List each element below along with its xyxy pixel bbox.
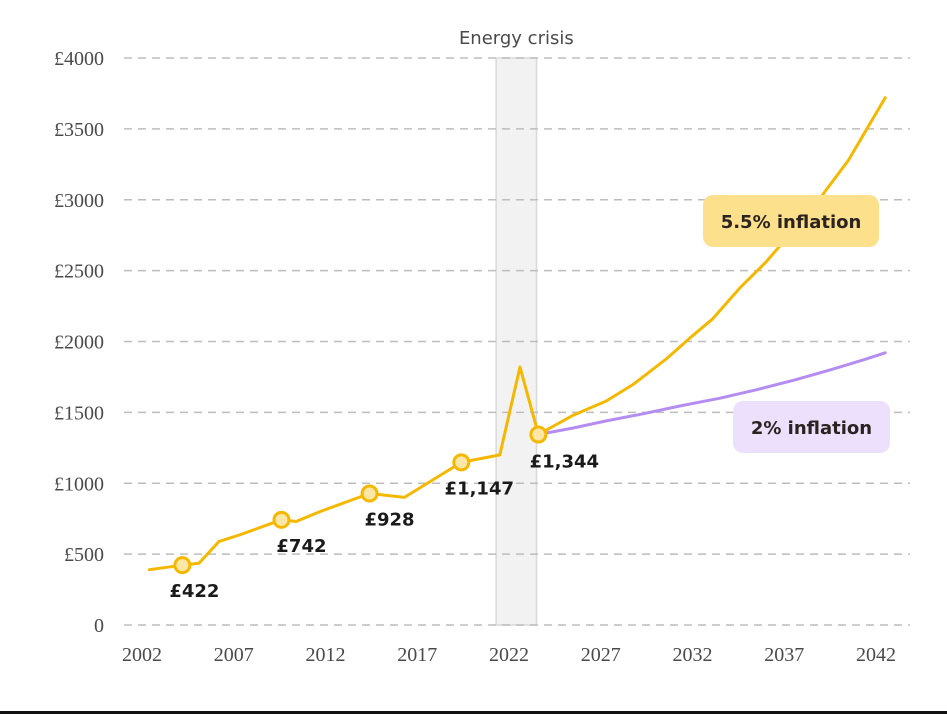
x-tick-label: 2032 (673, 644, 713, 666)
y-tick-label: £1000 (54, 473, 104, 495)
y-tick-label: £3500 (54, 119, 104, 141)
legend-item-high-inflation: 5.5% inflation (703, 195, 879, 247)
x-tick-label: 2002 (122, 644, 162, 666)
data-markers: £422 £742 £928 £1,147 £1,344 (169, 425, 599, 602)
x-tick-label: 2012 (306, 644, 346, 666)
data-point-label: £928 (364, 509, 414, 530)
bottom-divider (0, 711, 947, 714)
x-tick-label: 2007 (214, 644, 254, 666)
data-point-marker[interactable] (272, 510, 291, 529)
data-point-label: £1,344 (530, 451, 599, 472)
x-axis: 2002 2007 2012 2017 2022 2027 2032 2037 2042 (122, 644, 896, 666)
historical-line (147, 365, 540, 572)
grid-lines (124, 57, 910, 626)
y-tick-label: £3000 (54, 190, 104, 212)
legend-label-high-inflation: 5.5% inflation (721, 212, 862, 233)
legend-badge-high-inflation (703, 195, 879, 247)
y-tick-label: 0 (94, 615, 104, 637)
x-tick-label: 2022 (489, 644, 529, 666)
data-point-label: £1,147 (445, 478, 514, 499)
data-point-marker[interactable] (360, 484, 379, 503)
data-point-label: £422 (169, 581, 219, 602)
y-tick-label: £1500 (54, 402, 104, 424)
y-tick-label: £500 (64, 544, 104, 566)
legend-label-low-inflation: 2% inflation (751, 418, 872, 439)
energy-crisis-region: Energy crisis (459, 28, 574, 626)
y-tick-label: £2000 (54, 332, 104, 354)
data-point-marker[interactable] (452, 453, 471, 472)
x-tick-label: 2037 (764, 644, 804, 666)
legend-badge-low-inflation (733, 401, 890, 453)
inflation-2-line (536, 351, 887, 436)
x-tick-label: 2042 (856, 644, 896, 666)
legend-item-low-inflation: 2% inflation (733, 401, 890, 453)
y-axis: 0 £500 £1000 £1500 £2000 £2500 £3000 £3500 £4000 (54, 48, 104, 637)
x-tick-label: 2017 (397, 644, 437, 666)
data-point-marker[interactable] (173, 556, 192, 575)
y-tick-label: £2500 (54, 261, 104, 283)
energy-crisis-label: Energy crisis (459, 28, 574, 49)
y-tick-label: £4000 (54, 48, 104, 70)
data-point-label: £742 (276, 536, 326, 557)
legend: 5.5% inflation 2% inflation (703, 195, 890, 453)
inflation-5-5-line (536, 96, 887, 436)
data-point-marker[interactable] (529, 425, 548, 444)
x-tick-label: 2027 (581, 644, 621, 666)
